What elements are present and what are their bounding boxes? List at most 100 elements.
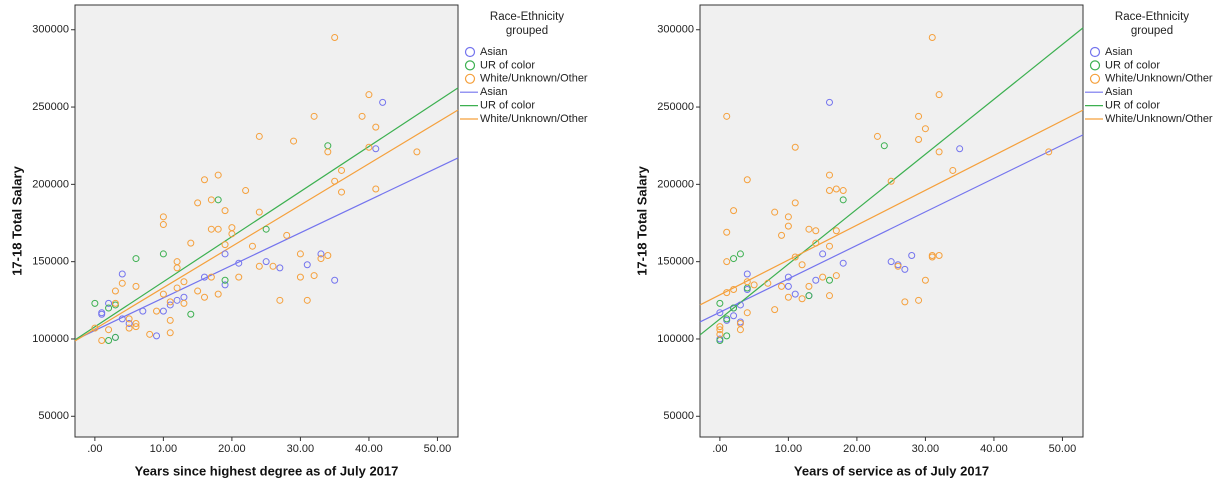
data-point — [296, 273, 304, 281]
fit-line — [74, 109, 459, 342]
data-point — [221, 241, 229, 249]
data-point — [139, 307, 147, 315]
data-point — [91, 324, 99, 332]
legend-label: UR of color — [480, 100, 535, 112]
legend-label: White/Unknown/Other — [1105, 113, 1213, 125]
data-point — [771, 306, 779, 314]
data-point — [105, 304, 113, 312]
data-point — [901, 265, 909, 273]
data-point — [331, 177, 339, 185]
legend-marker — [1089, 60, 1101, 71]
data-point — [736, 301, 744, 309]
data-point — [283, 231, 291, 239]
data-point — [146, 330, 154, 338]
data-point — [262, 225, 270, 233]
data-point — [228, 230, 236, 238]
data-point — [105, 326, 113, 334]
data-point — [276, 296, 284, 304]
x-tick-label: 40.00 — [355, 443, 383, 455]
data-point — [730, 304, 738, 312]
data-point — [166, 301, 174, 309]
data-point — [324, 251, 332, 259]
legend-label: UR of color — [480, 59, 535, 71]
data-point — [159, 307, 167, 315]
data-point — [791, 290, 799, 298]
legend-title: Race-Ethnicity grouped — [489, 11, 565, 37]
data-point — [98, 309, 106, 317]
data-point — [928, 253, 936, 261]
legend-label: UR of color — [1105, 100, 1160, 112]
data-point — [255, 262, 263, 270]
plot-area — [699, 4, 1084, 438]
legend-label: White/Unknown/Other — [480, 113, 588, 125]
data-point — [207, 273, 215, 281]
data-point — [908, 251, 916, 259]
data-point — [365, 91, 373, 99]
data-point — [98, 337, 106, 345]
data-point — [105, 299, 113, 307]
data-point — [111, 287, 119, 295]
data-point — [784, 213, 792, 221]
data-point — [716, 309, 724, 317]
data-point — [730, 207, 738, 215]
data-point — [825, 292, 833, 300]
data-point — [716, 326, 724, 334]
data-point — [723, 258, 731, 266]
data-point — [132, 320, 140, 328]
data-point — [915, 136, 923, 144]
x-axis-title: Years of service as of July 2017 — [794, 463, 989, 478]
legend-marker — [464, 60, 476, 71]
data-point — [921, 276, 929, 284]
data-point — [784, 273, 792, 281]
data-point — [372, 123, 380, 131]
y-tick-label: 100000 — [657, 333, 694, 345]
data-point — [338, 188, 346, 196]
data-point — [118, 270, 126, 278]
x-tick-label: 50.00 — [1049, 443, 1077, 455]
data-point — [723, 112, 731, 120]
data-point — [159, 250, 167, 258]
y-tick-label: 250000 — [32, 101, 69, 113]
data-point — [118, 279, 126, 287]
data-point — [730, 285, 738, 293]
data-point — [825, 242, 833, 250]
fit-line — [699, 109, 1084, 306]
data-point — [784, 293, 792, 301]
data-point — [372, 145, 380, 153]
data-point — [166, 329, 174, 337]
legend-title-box: Race-Ethnicity grouped — [1115, 11, 1189, 37]
x-tick-label: 10.00 — [150, 443, 178, 455]
data-point — [839, 187, 847, 195]
data-point — [819, 273, 827, 281]
data-point — [798, 261, 806, 269]
data-point — [187, 310, 195, 318]
data-point — [379, 98, 387, 106]
plot-area — [74, 4, 459, 438]
data-point — [173, 296, 181, 304]
fit-line — [74, 87, 459, 341]
y-axis-title: 17-18 Total Salary — [9, 165, 24, 275]
data-point — [296, 250, 304, 258]
data-point — [166, 316, 174, 324]
data-point — [221, 276, 229, 284]
data-point — [887, 177, 895, 185]
data-point — [173, 258, 181, 266]
data-point — [873, 132, 881, 140]
data-point — [743, 309, 751, 317]
data-point — [125, 320, 133, 328]
data-point — [331, 33, 339, 41]
data-point — [723, 315, 731, 323]
data-point — [880, 142, 888, 150]
x-tick-label: 20.00 — [843, 443, 871, 455]
data-point — [358, 112, 366, 120]
data-point — [743, 270, 751, 278]
data-point — [784, 282, 792, 290]
data-point — [310, 112, 318, 120]
data-point — [825, 276, 833, 284]
data-point — [255, 208, 263, 216]
data-point — [132, 323, 140, 331]
data-point — [132, 282, 140, 290]
data-point — [935, 148, 943, 156]
fit-line — [699, 134, 1084, 323]
